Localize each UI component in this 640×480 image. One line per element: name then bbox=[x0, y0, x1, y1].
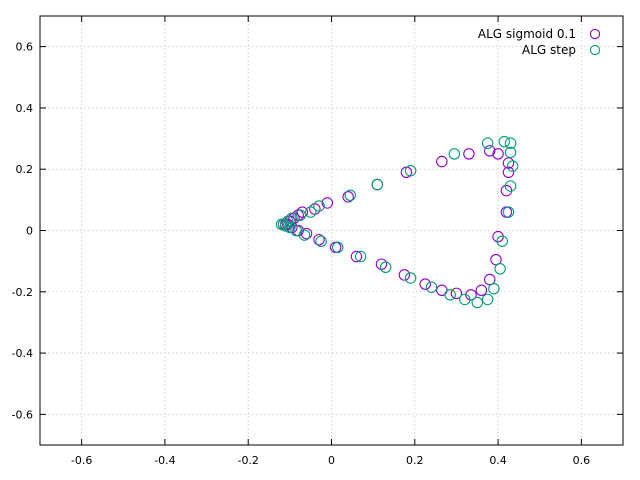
data-point bbox=[502, 206, 515, 218]
x-tick-label: -0.4 bbox=[154, 454, 175, 467]
data-point bbox=[321, 197, 334, 209]
data-point bbox=[350, 250, 363, 263]
data-point bbox=[444, 289, 456, 301]
data-point bbox=[471, 296, 483, 309]
legend-label: ALG step bbox=[522, 43, 576, 57]
x-tick-label: 0.6 bbox=[573, 454, 591, 467]
x-tick-label: 0.2 bbox=[406, 454, 424, 467]
data-point bbox=[506, 160, 519, 172]
data-point bbox=[436, 155, 448, 168]
data-point bbox=[490, 253, 502, 266]
data-point bbox=[463, 148, 475, 160]
data-point bbox=[419, 278, 431, 290]
series-layer bbox=[275, 135, 519, 309]
x-tick-label: 0 bbox=[328, 454, 335, 467]
grid bbox=[40, 16, 623, 445]
data-point bbox=[315, 235, 327, 247]
legend-label: ALG sigmoid 0.1 bbox=[478, 27, 576, 41]
legend-marker bbox=[589, 28, 601, 40]
data-point bbox=[344, 189, 356, 202]
data-point bbox=[371, 178, 384, 191]
data-point bbox=[290, 224, 302, 237]
data-point bbox=[304, 206, 317, 218]
data-point bbox=[379, 261, 392, 274]
x-tick-label: -0.6 bbox=[71, 454, 92, 467]
y-tick-label: 0 bbox=[26, 225, 33, 238]
x-tick-label: 0.4 bbox=[489, 454, 507, 467]
data-point bbox=[504, 137, 517, 149]
data-point bbox=[354, 250, 367, 263]
y-tick-label: 0.4 bbox=[16, 102, 34, 115]
data-point bbox=[296, 206, 309, 218]
data-point bbox=[459, 293, 471, 306]
legend: ALG sigmoid 0.1 ALG step bbox=[478, 27, 601, 57]
data-point bbox=[300, 227, 313, 240]
data-point bbox=[502, 166, 515, 179]
data-point bbox=[475, 284, 488, 297]
data-point bbox=[498, 135, 511, 148]
data-point bbox=[496, 235, 508, 247]
y-tick-label: -0.2 bbox=[12, 286, 33, 299]
axes: -0.6 -0.4 -0.2 0 0.2 0.4 0.6 -0.6 -0.4 -0.2 0 0.2 0.… bbox=[12, 16, 623, 467]
y-tick-label: 0.6 bbox=[16, 41, 34, 54]
data-point bbox=[448, 148, 461, 160]
data-point bbox=[313, 200, 325, 212]
data-point bbox=[331, 241, 344, 254]
data-point bbox=[275, 218, 288, 231]
data-point bbox=[500, 184, 513, 197]
data-point bbox=[483, 273, 496, 286]
data-point bbox=[494, 263, 506, 275]
data-point bbox=[481, 137, 494, 149]
data-point bbox=[294, 209, 307, 221]
data-point bbox=[483, 145, 496, 157]
data-point bbox=[450, 287, 463, 300]
series-alg-step bbox=[275, 135, 519, 309]
data-point bbox=[492, 148, 504, 160]
data-point bbox=[404, 164, 417, 177]
data-point bbox=[488, 282, 500, 295]
data-point bbox=[504, 180, 517, 192]
y-tick-label: 0.2 bbox=[16, 163, 34, 176]
data-point bbox=[504, 146, 517, 159]
data-point bbox=[342, 191, 354, 203]
data-point bbox=[398, 269, 411, 281]
y-tick-label: -0.6 bbox=[12, 408, 33, 421]
data-point bbox=[404, 272, 417, 284]
data-point bbox=[286, 212, 298, 224]
data-point bbox=[282, 218, 294, 231]
x-tick-label: -0.2 bbox=[237, 454, 258, 467]
data-point bbox=[313, 233, 325, 246]
data-point bbox=[481, 293, 494, 306]
data-point bbox=[425, 281, 438, 293]
legend-marker bbox=[589, 44, 601, 56]
series-alg-sigmoid bbox=[279, 145, 515, 301]
y-tick-label: -0.4 bbox=[12, 347, 33, 360]
